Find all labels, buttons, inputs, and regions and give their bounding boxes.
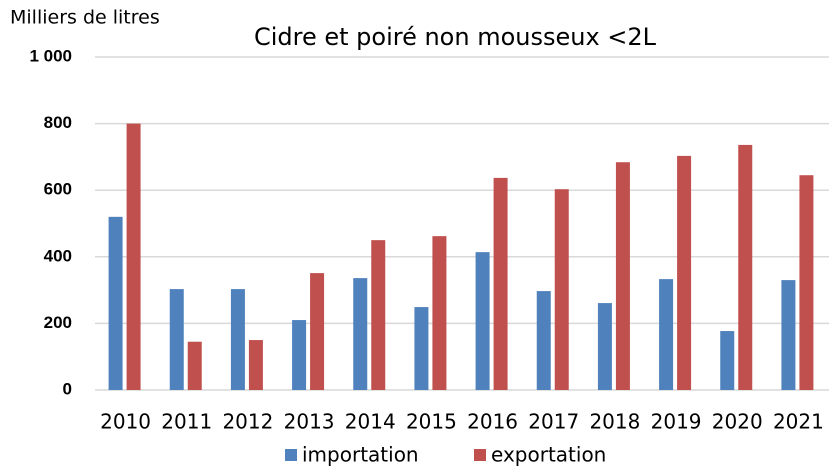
y-tick-label: 0 bbox=[63, 379, 72, 398]
legend-swatch bbox=[285, 449, 297, 461]
bar bbox=[781, 280, 796, 390]
legend-label: exportation bbox=[491, 443, 606, 467]
x-tick-label: 2018 bbox=[589, 410, 640, 434]
x-tick-label: 2016 bbox=[467, 410, 518, 434]
bar bbox=[292, 320, 307, 390]
x-tick-label: 2010 bbox=[100, 410, 151, 434]
bar bbox=[187, 341, 202, 390]
bar bbox=[108, 216, 123, 390]
y-tick-label: 400 bbox=[44, 246, 72, 265]
x-tick-label: 2015 bbox=[406, 410, 457, 434]
bar bbox=[554, 189, 569, 390]
y-tick-label: 600 bbox=[44, 180, 72, 199]
bar bbox=[597, 303, 612, 390]
legend-label: importation bbox=[302, 443, 419, 467]
x-tick-label: 2011 bbox=[161, 410, 212, 434]
bar bbox=[536, 291, 551, 390]
bar bbox=[659, 279, 674, 390]
y-tick-label: 800 bbox=[44, 113, 72, 132]
bar bbox=[432, 236, 447, 390]
y-axis-label: Milliers de litres bbox=[10, 7, 160, 29]
bar bbox=[371, 240, 386, 390]
bar bbox=[677, 155, 692, 390]
chart-title: Cidre et poiré non mousseux <2L bbox=[254, 23, 657, 51]
bar bbox=[169, 289, 184, 390]
bar bbox=[248, 340, 263, 390]
x-tick-label: 2017 bbox=[528, 410, 579, 434]
x-tick-label: 2020 bbox=[712, 410, 763, 434]
bar bbox=[799, 175, 814, 390]
y-tick-label: 200 bbox=[44, 313, 72, 332]
bar bbox=[414, 307, 429, 390]
bar bbox=[230, 289, 245, 390]
x-tick-label: 2021 bbox=[773, 410, 824, 434]
x-tick-label: 2014 bbox=[345, 410, 396, 434]
x-tick-label: 2013 bbox=[284, 410, 335, 434]
bar bbox=[720, 331, 735, 390]
legend-swatch bbox=[474, 449, 486, 461]
bar bbox=[475, 252, 490, 390]
bar bbox=[615, 162, 630, 390]
bar bbox=[493, 177, 508, 390]
bar bbox=[738, 144, 753, 390]
bar bbox=[126, 123, 141, 390]
y-tick-label: 1 000 bbox=[29, 46, 72, 65]
bar bbox=[310, 273, 325, 390]
bar bbox=[353, 278, 368, 390]
x-tick-label: 2012 bbox=[222, 410, 273, 434]
x-tick-label: 2019 bbox=[651, 410, 702, 434]
